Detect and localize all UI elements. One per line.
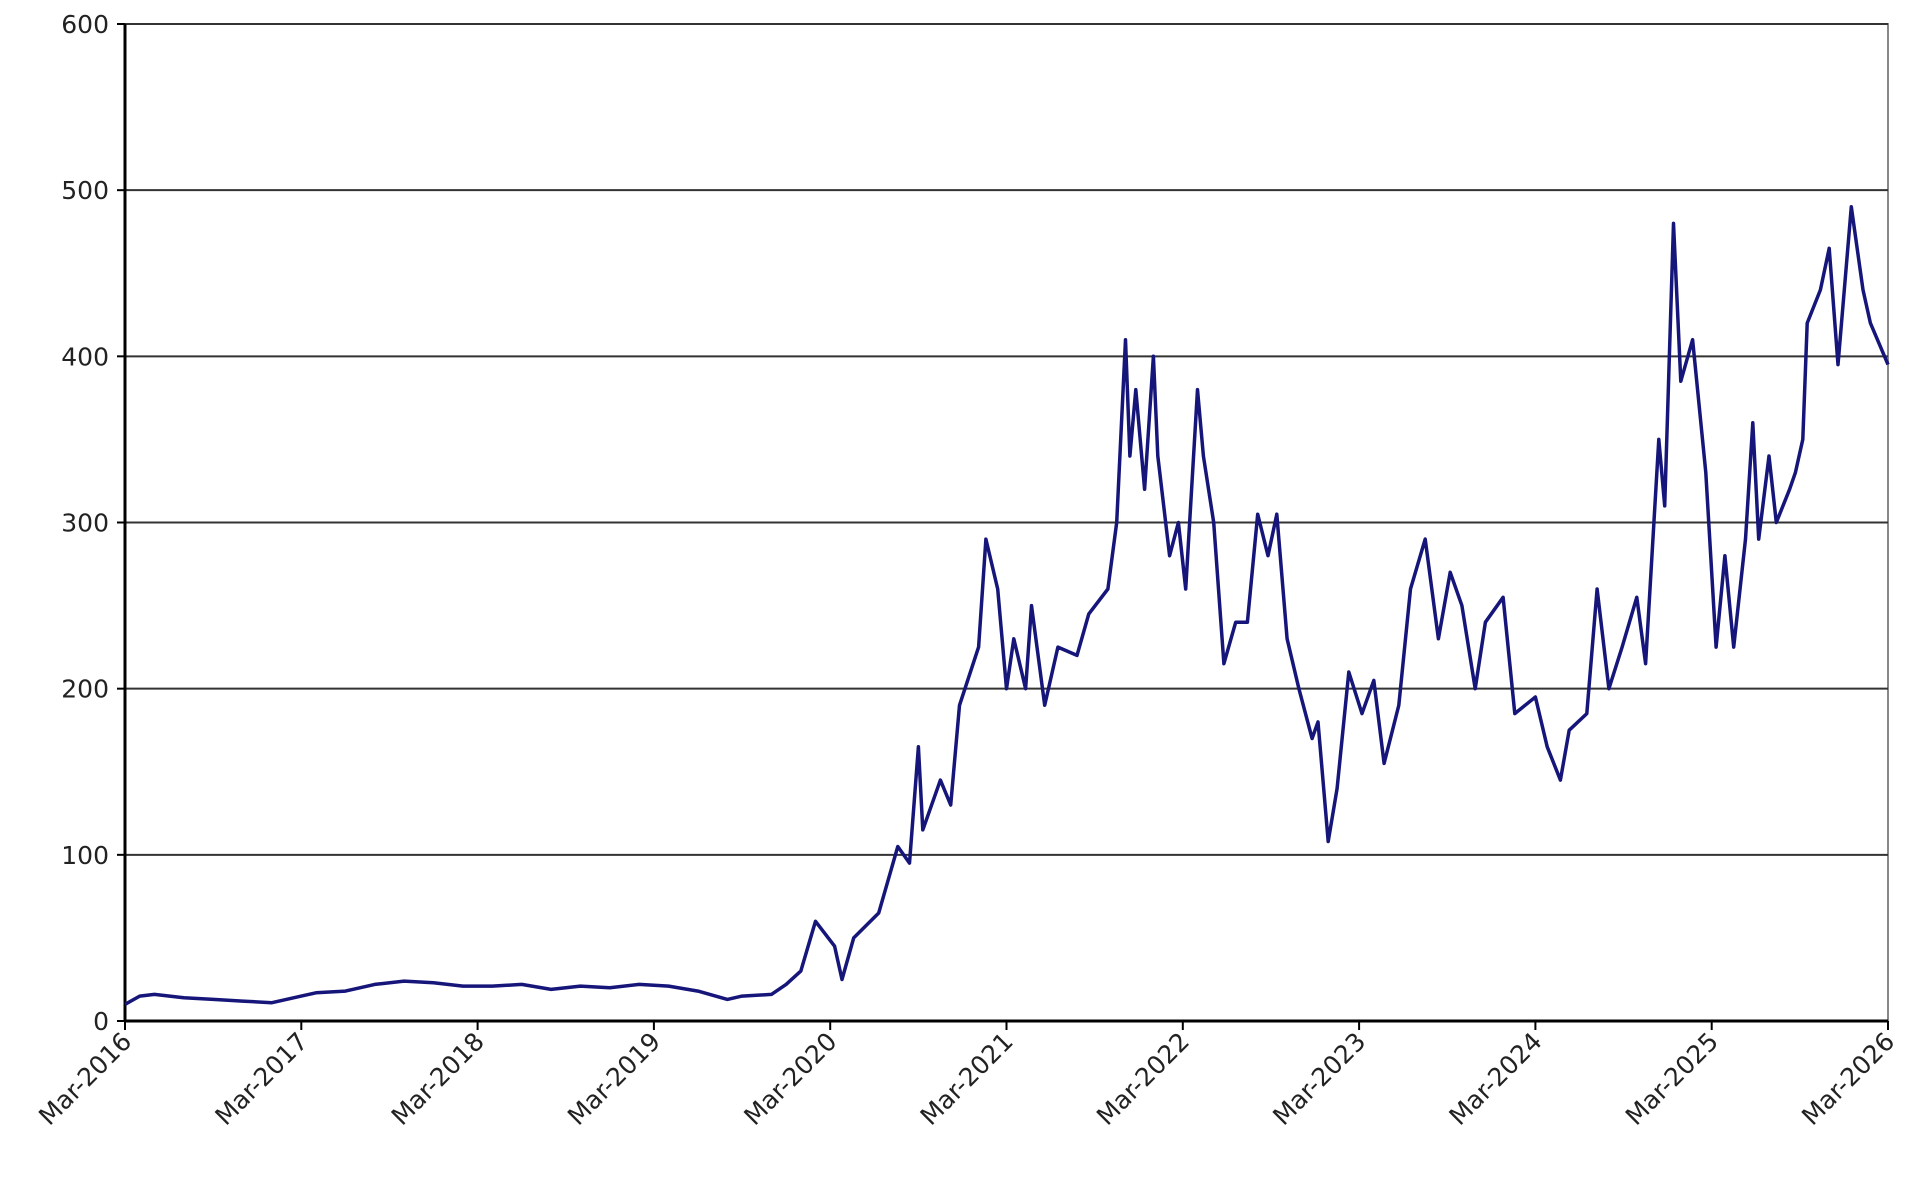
y-tick-label: 400 <box>61 342 109 371</box>
price-line <box>124 205 1890 1006</box>
x-tick-label: Mar-2018 <box>386 1027 490 1131</box>
y-tick-label: 200 <box>61 675 109 704</box>
y-tick-label: 100 <box>61 841 109 870</box>
x-tick-label: Mar-2021 <box>915 1027 1019 1131</box>
y-tick-label: 600 <box>61 10 109 39</box>
x-tick-label: Mar-2019 <box>562 1027 666 1131</box>
x-tick-label: Mar-2026 <box>1796 1027 1900 1131</box>
y-tick-label: 300 <box>61 509 109 538</box>
x-tick-label: Mar-2017 <box>209 1027 313 1131</box>
y-tick-label: 0 <box>93 1007 109 1036</box>
x-tick-label: Mar-2016 <box>33 1027 137 1131</box>
x-tick-label: Mar-2020 <box>738 1027 842 1131</box>
x-tick-label: Mar-2023 <box>1267 1027 1371 1131</box>
x-tick-label: Mar-2025 <box>1620 1027 1724 1131</box>
x-tick-label: Mar-2024 <box>1444 1027 1548 1131</box>
x-tick-label: Mar-2022 <box>1091 1027 1195 1131</box>
y-tick-label: 500 <box>61 176 109 205</box>
